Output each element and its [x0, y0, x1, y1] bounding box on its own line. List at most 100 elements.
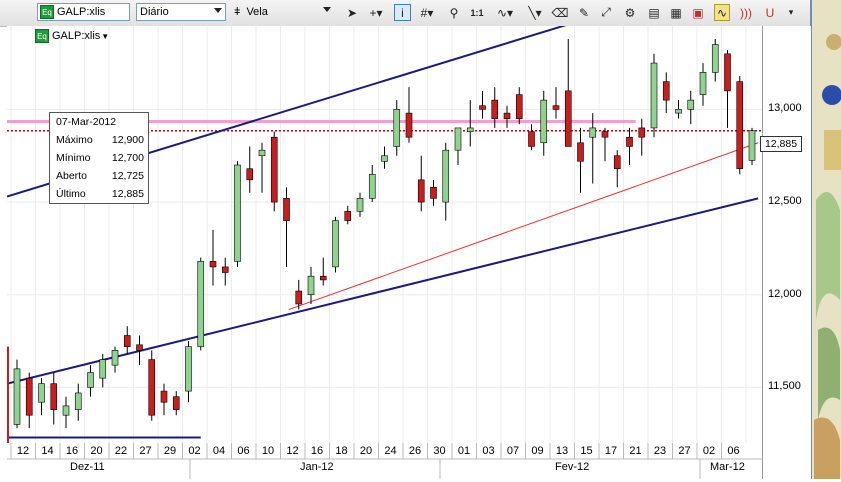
candle-body [381, 155, 388, 162]
date-axis[interactable] [7, 443, 762, 479]
pencil-icon[interactable]: ✎ [578, 5, 590, 20]
grid-icon[interactable]: #▾ [420, 5, 434, 20]
date-axis-day-label: 14 [41, 445, 54, 457]
magic-icon[interactable]: ⤢ [601, 5, 611, 19]
candle-body [711, 44, 719, 73]
wave-icon[interactable]: ∿▾ [496, 5, 514, 20]
symbol-input-value: GALP:xlis [57, 6, 106, 18]
layers-icon[interactable]: ▦ [670, 5, 682, 20]
date-axis-day-label: 17 [604, 445, 618, 457]
candle-body [234, 164, 241, 262]
candle-body [675, 109, 682, 114]
date-axis-day-label: 29 [163, 445, 177, 457]
more-icon[interactable]: ▾ [788, 7, 794, 17]
candle-body [356, 198, 364, 212]
date-axis-day-label: 03 [482, 445, 495, 457]
candle-body [38, 383, 45, 403]
candle-body [564, 90, 572, 147]
date-axis-day-label: 12 [16, 445, 30, 457]
pointer-icon[interactable]: ➤ [346, 5, 358, 20]
date-axis-day-label: 13 [555, 445, 569, 457]
candlestick-chart[interactable] [7, 26, 762, 443]
tooltip-date: 07-Mar-2012 [56, 116, 117, 128]
tooltip-label: Último [56, 188, 86, 200]
price-axis-label: 12,500 [768, 195, 802, 208]
date-axis-day-label: 27 [139, 445, 152, 457]
chart-symbol-label[interactable]: Eq GALP:xlis ▼ [33, 29, 109, 43]
candle-body [111, 350, 119, 366]
candle-body [479, 105, 486, 110]
chart-type-select[interactable]: ǂ Vela [232, 3, 334, 21]
date-axis-day-label: 21 [629, 445, 642, 457]
candle-body [258, 149, 266, 157]
tooltip-value: 12,885 [111, 188, 144, 200]
candle-body [577, 142, 584, 162]
candle-body [417, 179, 425, 203]
period-select[interactable]: Diário [136, 3, 226, 21]
candle-body [185, 346, 192, 392]
date-axis-month-label: Jan-12 [300, 461, 334, 473]
eq-icon: Eq [35, 29, 49, 43]
date-axis-month-label: Mar-12 [710, 461, 745, 473]
candle-body [724, 53, 731, 92]
chart-type-value: Vela [246, 6, 268, 18]
date-axis-day-label: 12 [286, 445, 299, 457]
candle-icon: ǂ [234, 6, 241, 18]
zoom-icon[interactable]: ⚲ [449, 5, 459, 20]
info-icon[interactable]: i [394, 4, 411, 21]
candle-body [540, 99, 548, 144]
candle-body [626, 136, 633, 147]
eraser-icon[interactable]: ⌫ [551, 5, 569, 20]
candle-body [307, 275, 315, 296]
tooltip-row-open: Aberto 12,725 [56, 170, 144, 184]
candle-body [552, 105, 560, 110]
date-axis-day-label: 01 [457, 445, 471, 457]
date-axis-day-label: 20 [90, 445, 103, 457]
candle-body [662, 81, 670, 101]
chart-icon[interactable]: ▤ [648, 5, 660, 20]
date-axis-day-label: 20 [359, 445, 373, 457]
candle-body [442, 149, 450, 203]
tooltip-label: Mínimo [56, 152, 91, 164]
candle-body [405, 112, 413, 138]
candle-body [99, 359, 107, 379]
candle-body [13, 368, 21, 425]
chart-plot-area[interactable] [7, 26, 762, 443]
candle-body [50, 383, 58, 410]
date-axis-day-label: 26 [408, 445, 422, 457]
sound-icon[interactable]: ))) [740, 5, 752, 20]
candle-body [466, 127, 474, 132]
candle-body [687, 99, 695, 110]
line-icon[interactable]: ╲▾ [528, 5, 542, 20]
price-axis-label: 13,000 [768, 102, 802, 115]
candle-body [209, 261, 217, 268]
date-axis-day-label: 07 [506, 445, 520, 457]
candle-body [368, 173, 376, 199]
candle-body [515, 94, 523, 119]
candle-body [62, 405, 70, 416]
candle-body [148, 359, 156, 416]
price-axis[interactable] [762, 26, 811, 479]
period-select-value: Diário [140, 6, 169, 18]
crosshair-icon[interactable]: +▾ [369, 5, 383, 20]
date-axis-month-label: Fev-12 [555, 461, 590, 473]
dock-icon[interactable]: ⚙ [624, 5, 636, 20]
magnet-icon[interactable]: U [765, 5, 775, 20]
stack-icon[interactable]: ▣ [692, 5, 704, 20]
one-to-one-icon[interactable]: 1:1 [470, 7, 484, 18]
date-axis-day-label: 27 [678, 445, 691, 457]
wave-indicator-icon[interactable]: ∿ [714, 4, 730, 21]
candle-body [528, 131, 535, 147]
candle-body [430, 186, 437, 199]
date-axis-day-label: 06 [727, 445, 740, 457]
candle-body [246, 168, 254, 181]
candle-body [74, 392, 82, 410]
date-axis-day-label: 16 [310, 445, 324, 457]
candle-body [197, 261, 205, 347]
symbol-input[interactable]: Eq GALP:xlis [37, 3, 130, 21]
chevron-down-icon [214, 8, 222, 13]
tooltip-label: Máximo [56, 134, 93, 146]
chart-symbol-text: GALP:xlis [52, 30, 101, 42]
tooltip-label: Aberto [56, 170, 87, 182]
last-price-tag: 12,885 [760, 136, 802, 152]
